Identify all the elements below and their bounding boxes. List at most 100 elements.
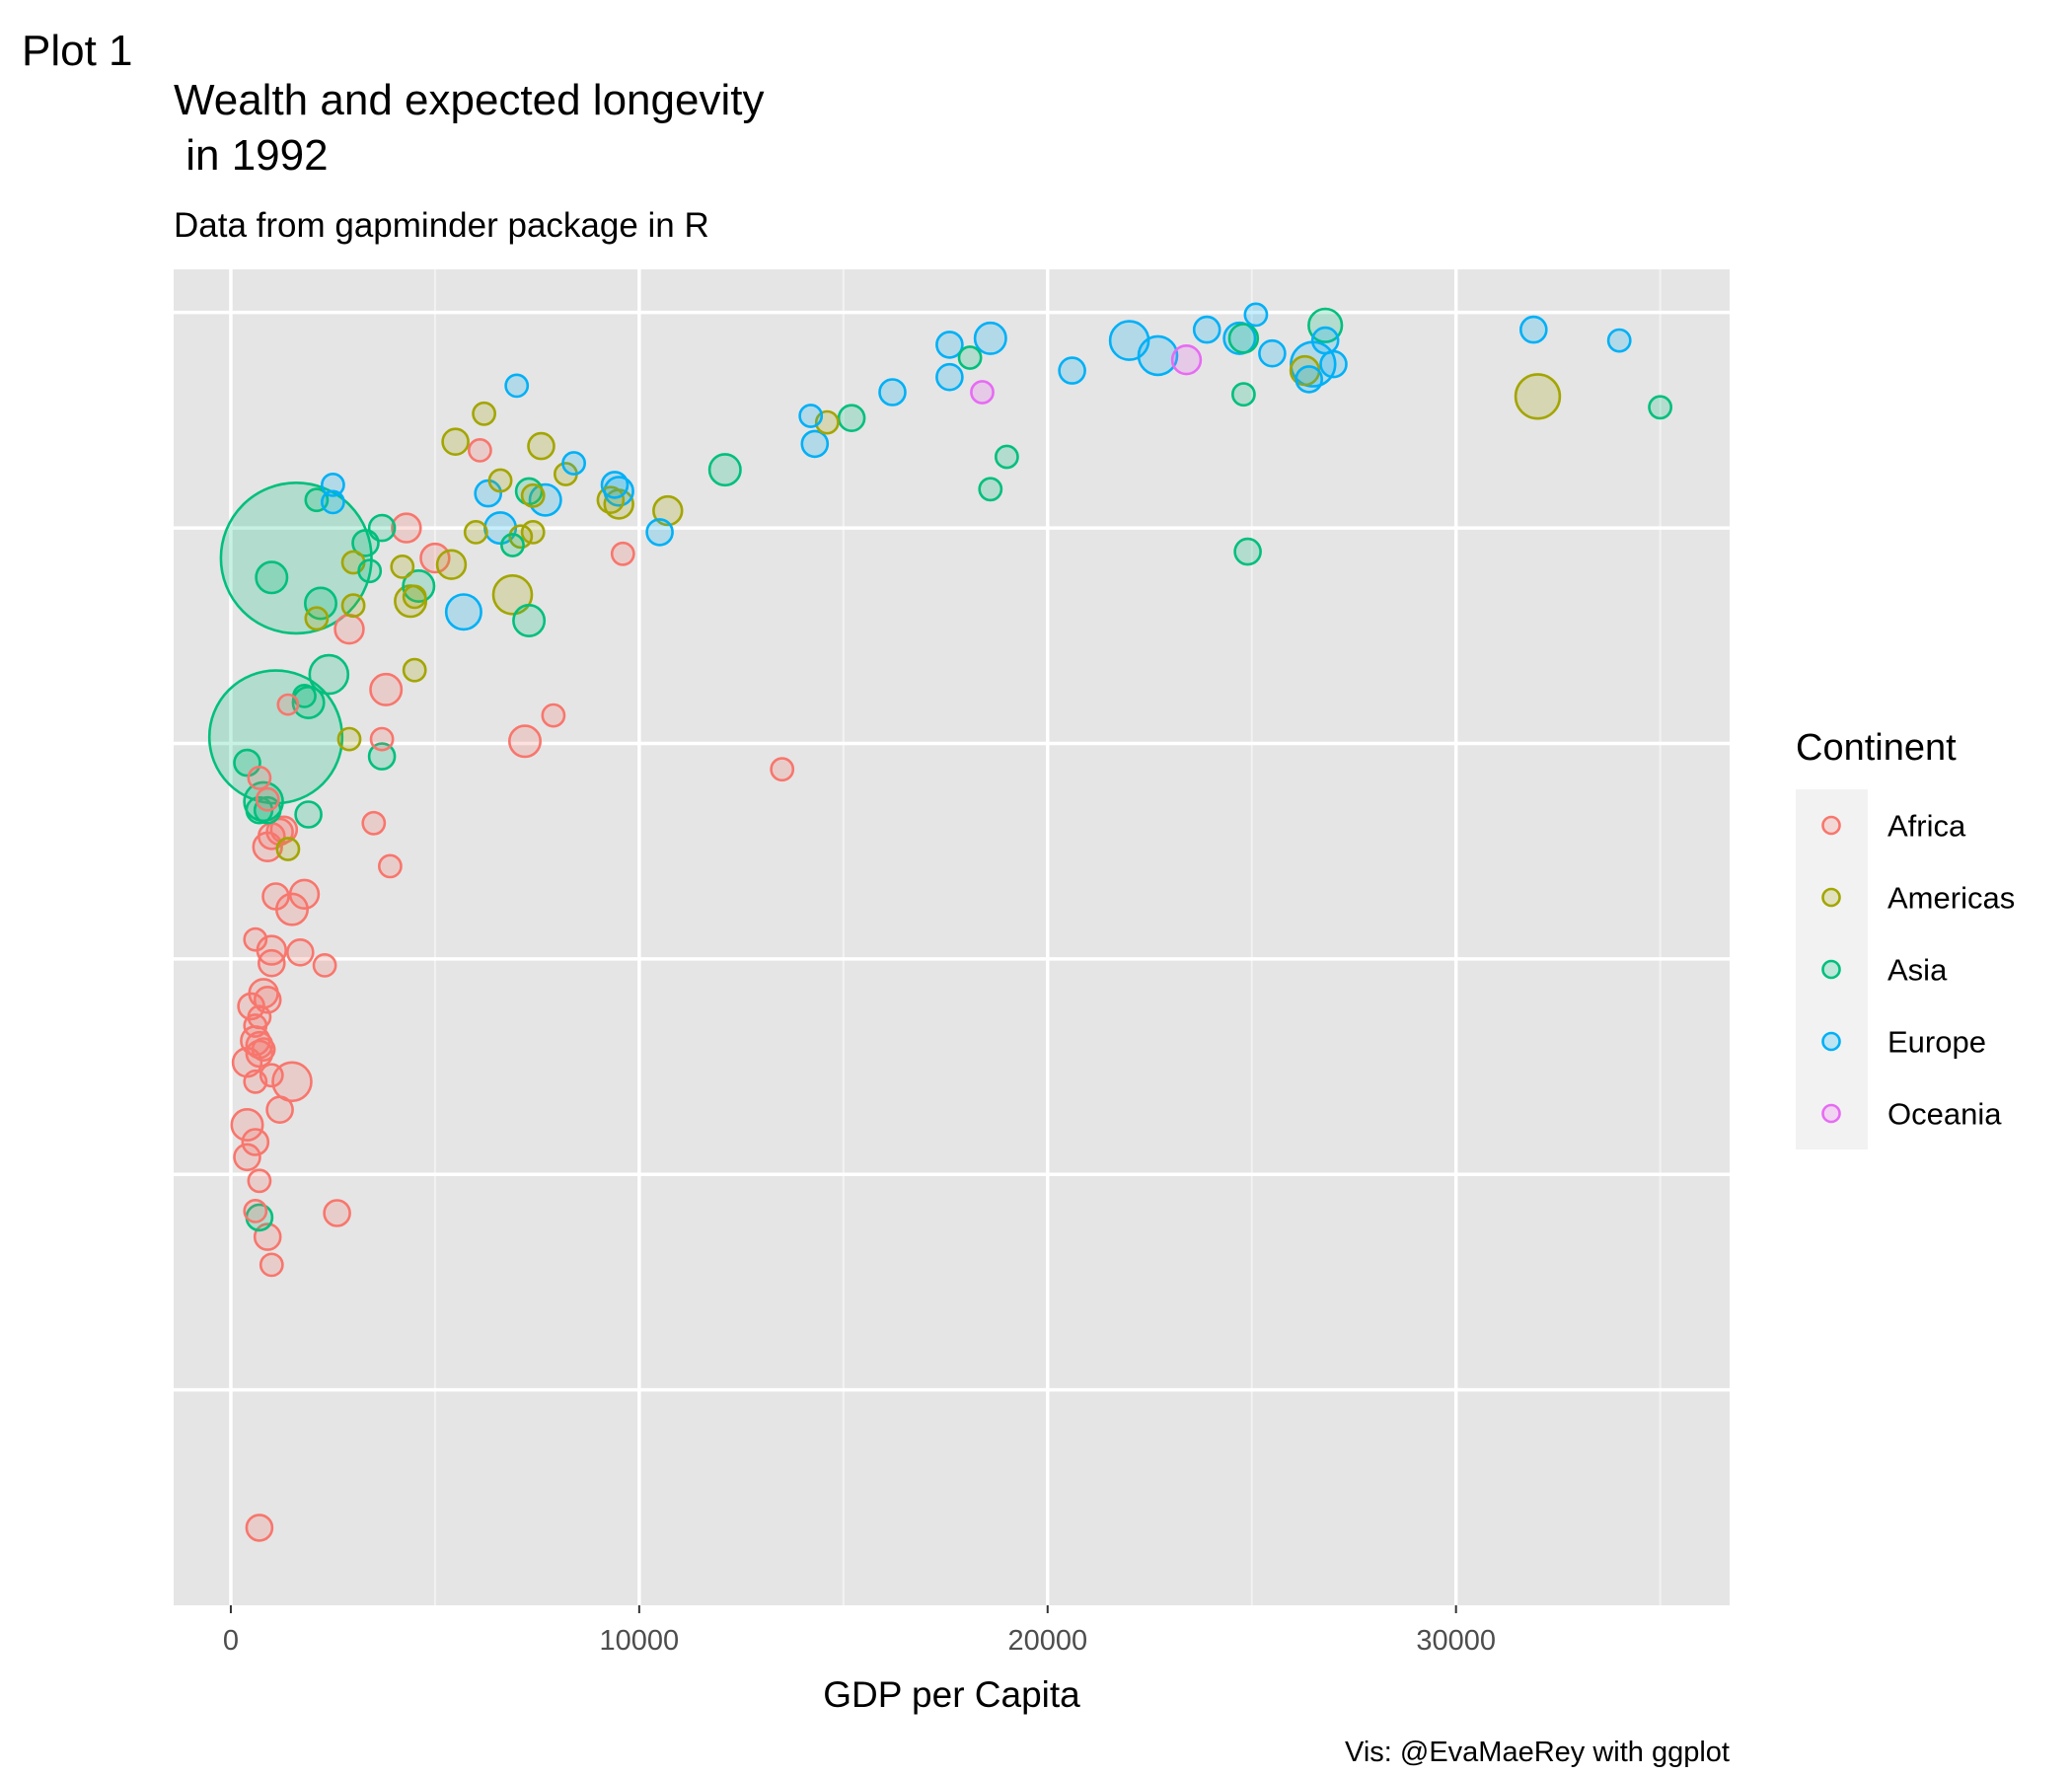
point-asia — [978, 477, 1003, 502]
legend-key-asia — [1821, 959, 1841, 980]
point-europe — [1192, 315, 1221, 344]
point-europe — [798, 404, 824, 428]
point-asia — [1648, 395, 1673, 420]
point-africa — [243, 926, 268, 952]
point-americas — [527, 431, 555, 461]
data-points — [207, 302, 1673, 1542]
point-africa — [247, 766, 272, 790]
point-asia — [308, 653, 350, 696]
point-asia — [500, 533, 525, 557]
point-europe — [1258, 338, 1287, 368]
point-asia — [512, 603, 547, 637]
point-africa — [247, 1168, 272, 1194]
chart-subtitle: Data from gapminder package in R — [174, 206, 709, 245]
point-americas — [275, 837, 301, 861]
point-africa — [467, 437, 492, 463]
point-americas — [487, 468, 513, 493]
x-axis-ticks: 0 10000 20000 30000 — [223, 1605, 1496, 1657]
point-africa — [243, 1199, 268, 1223]
minor-gridlines — [433, 269, 1662, 1605]
point-americas — [402, 657, 427, 683]
point-africa — [265, 1095, 294, 1124]
point-africa — [369, 726, 395, 752]
point-africa — [312, 953, 337, 978]
chart-title-line-1: Wealth and expected longevity — [174, 76, 764, 124]
legend: Africa Americas Asia Europe Oceania — [1821, 809, 2015, 1132]
point-americas — [652, 494, 684, 527]
point-africa — [251, 1037, 276, 1063]
legend-title: Continent — [1796, 727, 1957, 769]
point-europe — [1058, 356, 1086, 385]
point-europe — [1519, 315, 1548, 344]
point-africa — [391, 512, 422, 544]
point-americas — [491, 573, 534, 616]
point-americas — [402, 584, 427, 610]
point-africa — [243, 1069, 268, 1094]
point-africa — [276, 693, 300, 716]
legend-label-europe: Europe — [1887, 1025, 1986, 1060]
point-europe — [973, 321, 1007, 355]
point-europe — [600, 471, 629, 499]
point-africa — [245, 1514, 274, 1542]
point-asia — [837, 404, 866, 433]
point-africa — [241, 1128, 270, 1156]
point-americas — [340, 593, 366, 619]
point-europe — [1319, 349, 1348, 379]
point-oceania — [1170, 344, 1203, 376]
point-europe — [878, 378, 907, 407]
legend-key-europe — [1821, 1031, 1841, 1052]
point-americas — [1514, 373, 1562, 420]
point-africa — [261, 882, 290, 911]
legend-label-africa: Africa — [1887, 809, 1966, 844]
point-asia — [1227, 323, 1260, 354]
point-europe — [444, 593, 482, 631]
point-africa — [770, 757, 795, 782]
point-europe — [1295, 365, 1323, 394]
legend-label-asia: Asia — [1887, 953, 1948, 988]
point-africa — [230, 1108, 264, 1143]
point-africa — [243, 1013, 268, 1038]
plot-panel — [174, 269, 1730, 1605]
point-americas — [520, 520, 546, 545]
point-africa — [255, 786, 280, 812]
point-africa — [419, 542, 451, 574]
point-africa — [285, 937, 315, 967]
point-europe — [645, 518, 674, 547]
legend-key-background — [1796, 789, 1868, 1149]
point-asia — [294, 800, 323, 829]
point-asia — [1307, 307, 1344, 343]
point-europe — [528, 482, 562, 517]
point-asia — [1233, 537, 1262, 566]
point-europe — [320, 472, 345, 497]
point-africa — [507, 724, 542, 759]
point-africa — [361, 810, 387, 836]
point-oceania — [970, 380, 995, 405]
point-europe — [1606, 328, 1632, 353]
point-asia — [357, 558, 383, 584]
x-tick-label: 10000 — [600, 1625, 680, 1657]
legend-label-oceania: Oceania — [1887, 1097, 2002, 1132]
point-africa — [288, 878, 321, 910]
point-americas — [304, 606, 330, 631]
point-africa — [369, 672, 404, 706]
point-europe — [1137, 334, 1179, 377]
point-europe — [561, 451, 587, 476]
point-africa — [333, 613, 365, 645]
point-americas — [520, 482, 546, 508]
point-europe — [474, 479, 503, 508]
major-gridlines — [174, 269, 1730, 1605]
point-americas — [435, 549, 468, 580]
point-africa — [610, 541, 635, 566]
point-americas — [336, 726, 362, 752]
point-europe — [1310, 326, 1340, 355]
legend-label-americas: Americas — [1887, 881, 2015, 916]
point-africa — [377, 853, 403, 879]
point-americas — [463, 520, 488, 545]
point-africa — [259, 1252, 284, 1278]
x-axis-title: GDP per Capita — [823, 1674, 1080, 1715]
point-africa — [233, 1143, 261, 1172]
x-tick-label: 20000 — [1007, 1625, 1087, 1657]
point-europe — [1243, 302, 1269, 328]
plot-tag: Plot 1 — [22, 27, 133, 75]
